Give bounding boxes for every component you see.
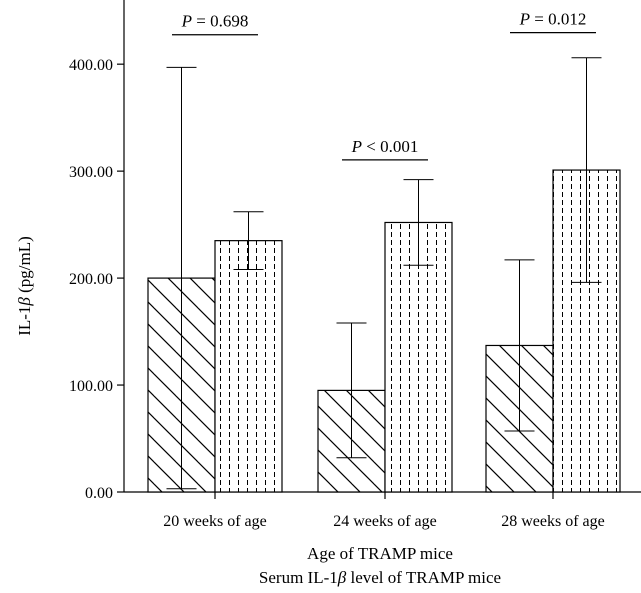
p-value-label: P = 0.698 bbox=[181, 12, 249, 31]
x-tick-label: 28 weeks of age bbox=[501, 513, 605, 530]
bar bbox=[214, 240, 283, 493]
y-tick-label: 300.00 bbox=[69, 164, 113, 181]
y-tick-label: 200.00 bbox=[69, 271, 113, 288]
chart-caption: Serum IL-1β level of TRAMP mice bbox=[259, 568, 501, 587]
plot-area: 0.00 100.00 200.00 300.00 400.00 20 weeks of … bbox=[69, 0, 641, 530]
x-tick-label: 24 weeks of age bbox=[333, 513, 437, 530]
bar bbox=[384, 221, 453, 493]
x-axis-label: Age of TRAMP mice bbox=[307, 544, 453, 563]
x-tick-label: 20 weeks of age bbox=[163, 513, 267, 530]
y-tick-label: 100.00 bbox=[69, 378, 113, 395]
y-axis-label: IL-1β (pg/mL) bbox=[15, 236, 34, 336]
y-tick-label: 400.00 bbox=[69, 57, 113, 74]
p-value-label: P = 0.012 bbox=[519, 10, 587, 29]
y-tick-label: 0.00 bbox=[85, 485, 113, 502]
p-value-label: P < 0.001 bbox=[351, 137, 419, 156]
